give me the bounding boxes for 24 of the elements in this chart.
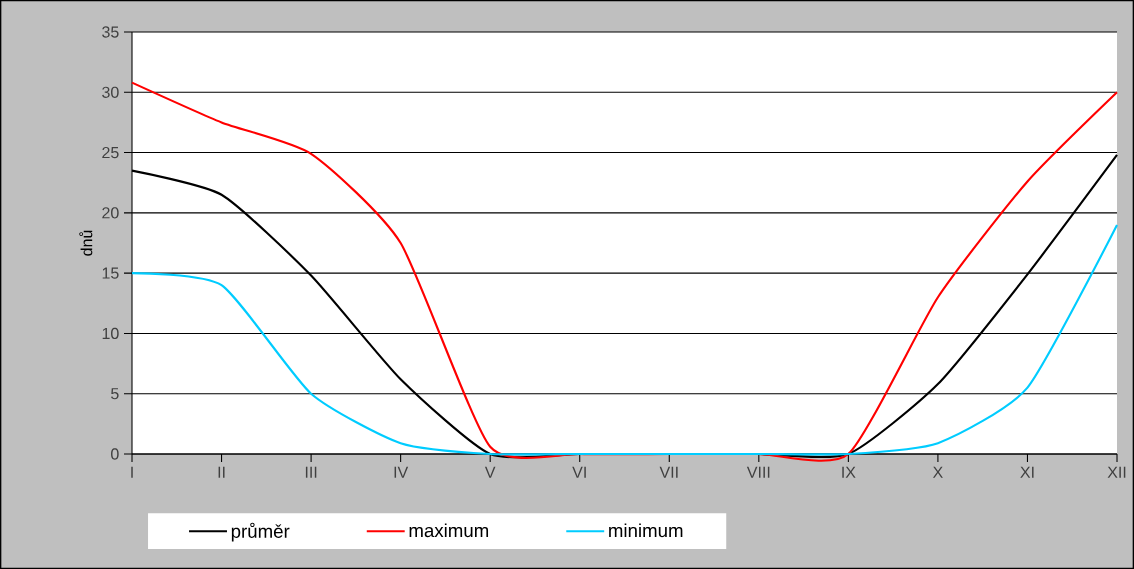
- y-tick-label: 0: [111, 448, 119, 460]
- y-tick-label: 25: [102, 146, 119, 159]
- y-tick-label: 20: [102, 207, 119, 219]
- x-tick-label: V: [484, 466, 496, 478]
- x-tick-label: VIII: [746, 466, 770, 478]
- x-tick-label: IX: [842, 466, 856, 478]
- x-tick-label: VI: [572, 466, 586, 478]
- x-tick-label: X: [932, 466, 943, 478]
- y-tick-label: 10: [102, 327, 119, 340]
- x-tick-label: XI: [1020, 466, 1034, 478]
- x-tick-label: XII: [1107, 466, 1126, 478]
- y-tick-label: 30: [102, 86, 119, 98]
- x-tick-label: IV: [394, 466, 409, 478]
- x-tick-label: II: [218, 466, 225, 478]
- legend-label: maximum: [409, 523, 489, 538]
- legend-label: minimum: [609, 523, 683, 538]
- x-tick-label: VII: [659, 466, 678, 478]
- y-tick-label: 15: [102, 267, 119, 279]
- y-axis-title: dnů: [79, 230, 93, 256]
- x-tick-label: I: [131, 466, 133, 478]
- y-tick-label: 35: [102, 26, 119, 38]
- legend-label: průměr: [231, 522, 290, 542]
- x-tick-label: III: [305, 466, 317, 478]
- y-tick-label: 5: [111, 388, 119, 400]
